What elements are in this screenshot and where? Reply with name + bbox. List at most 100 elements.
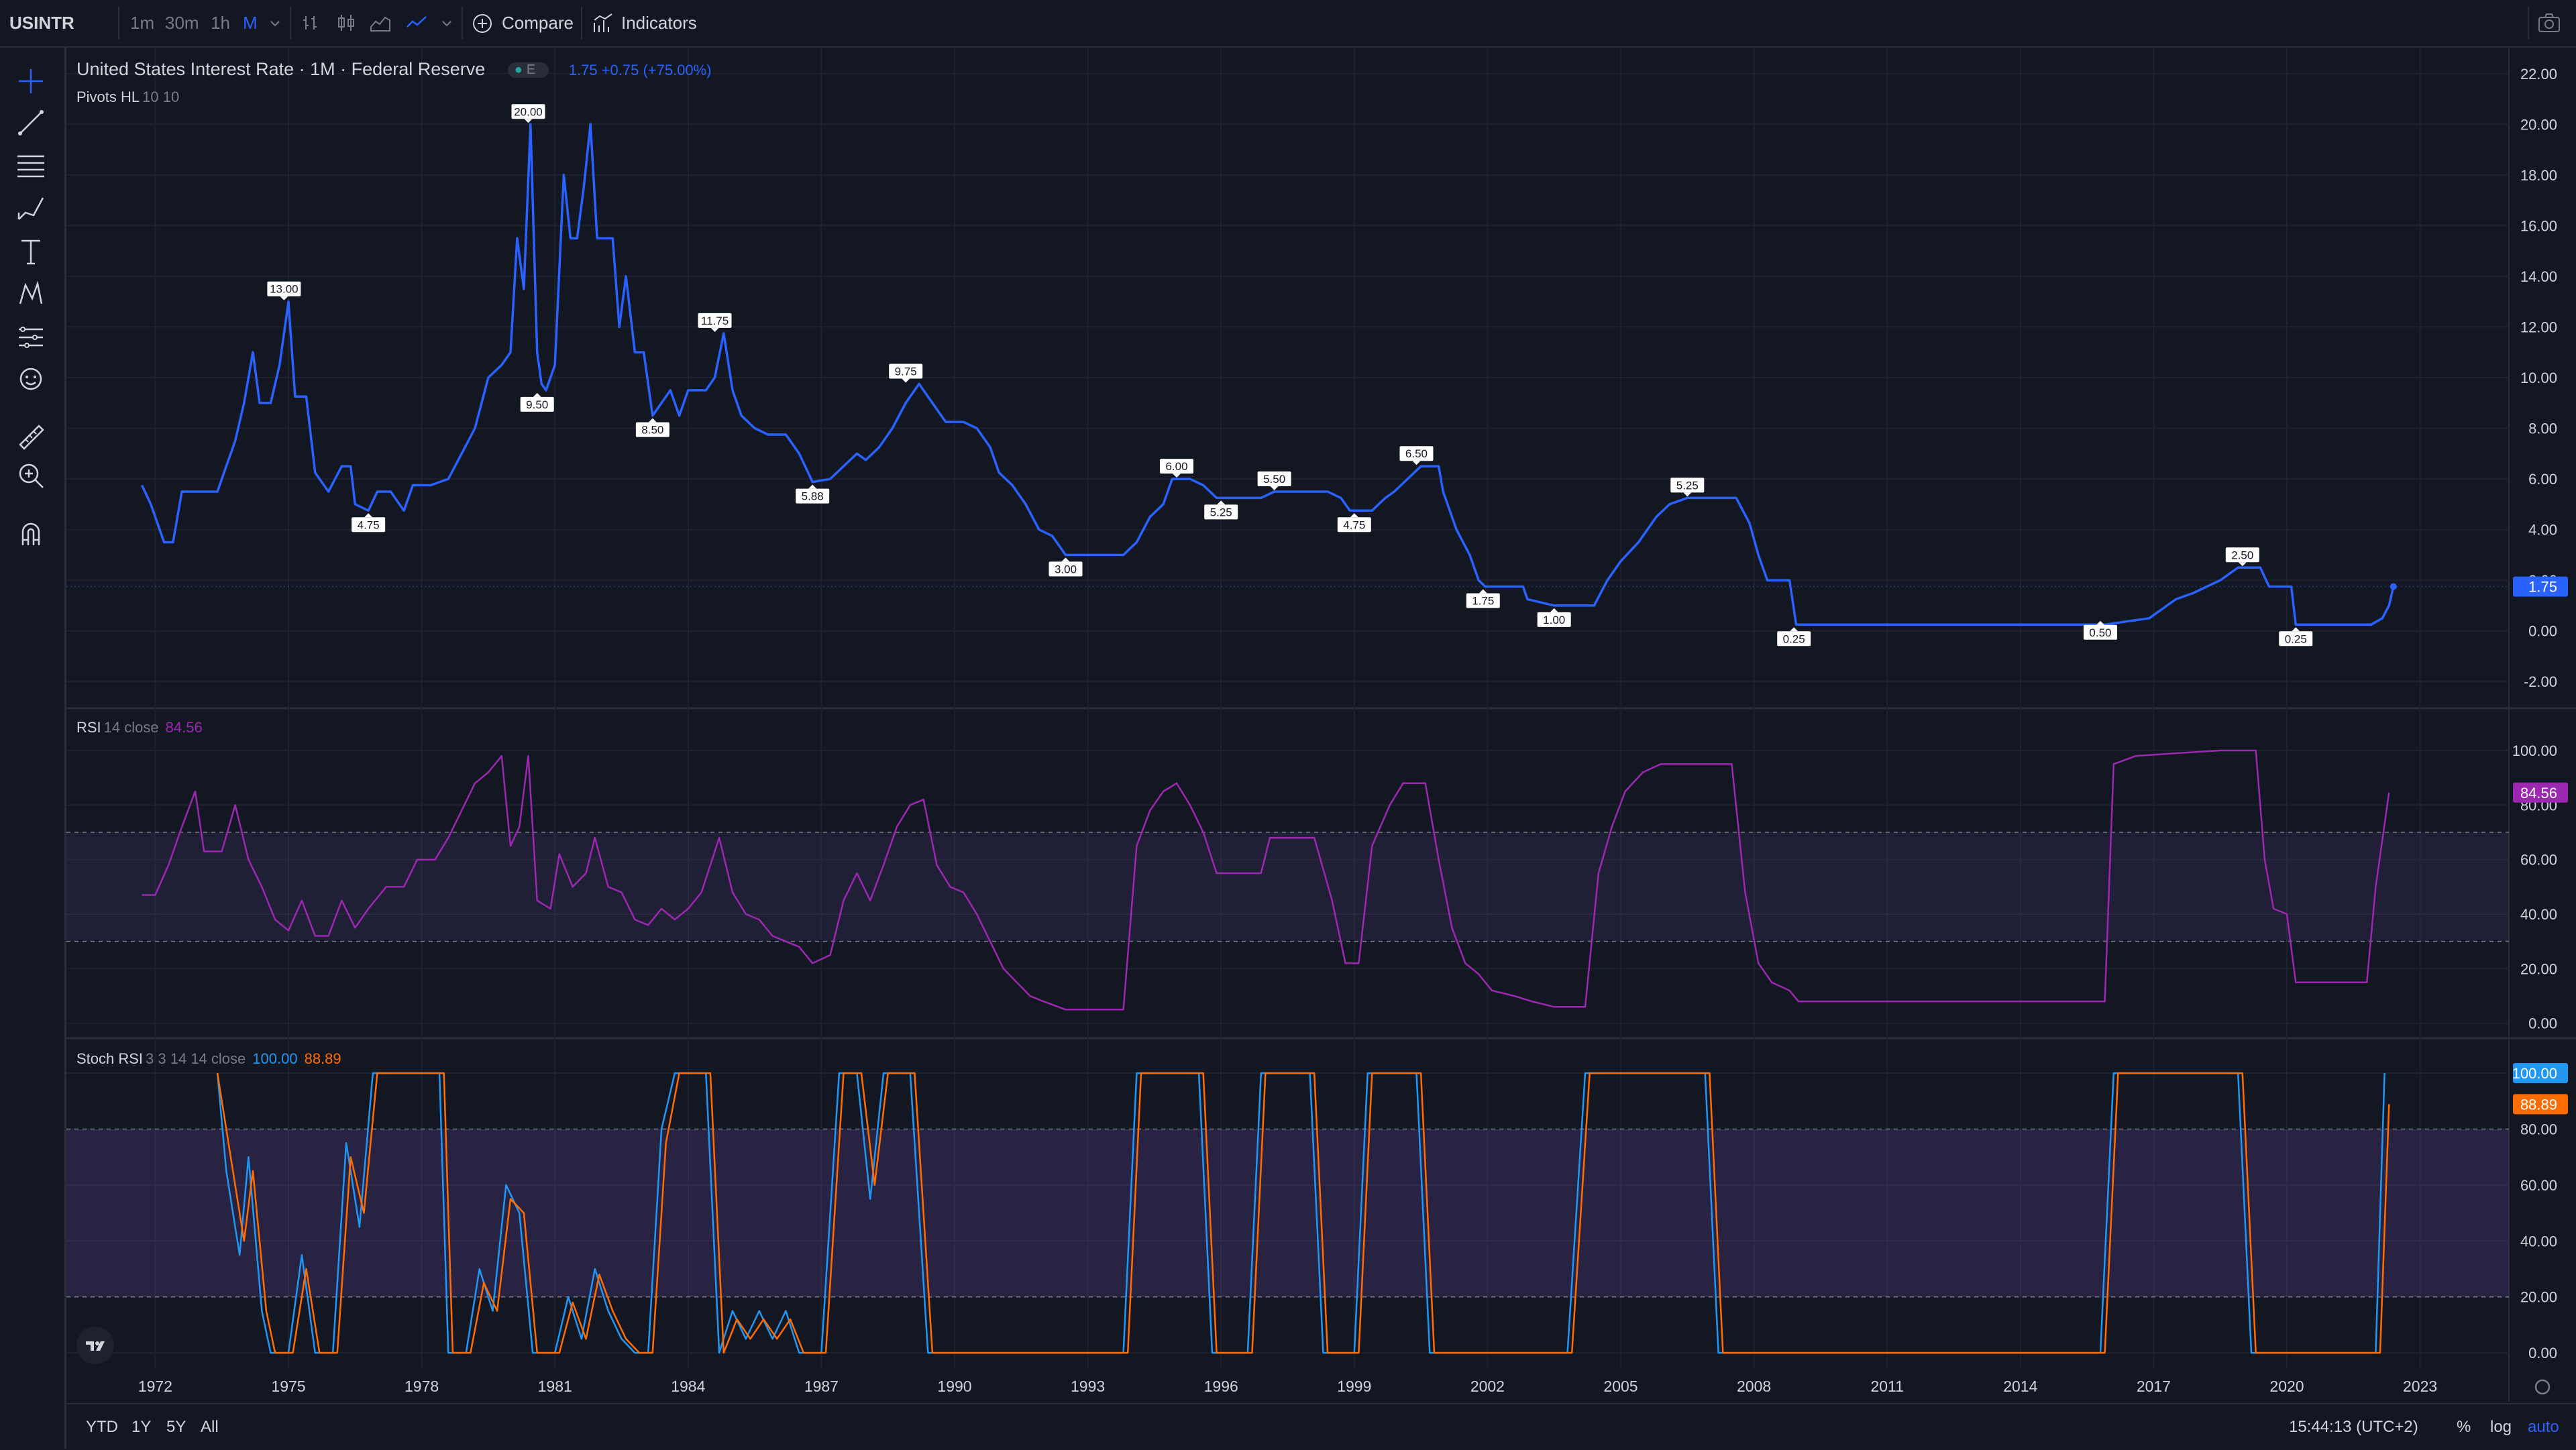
camera-icon[interactable] [2537, 11, 2561, 34]
y-tick-label: 20.00 [2520, 116, 2557, 133]
tradingview-logo[interactable] [76, 1327, 114, 1364]
pivot-low-label [520, 396, 554, 412]
pattern-icon[interactable] [15, 278, 47, 311]
pivot-high-label [1160, 459, 1193, 474]
stoch-legend[interactable]: Stoch RSI 3 3 14 14 close 100.00 88.89 [76, 1050, 348, 1068]
zoom-in-icon[interactable] [15, 459, 47, 492]
trend-line-icon[interactable] [15, 107, 47, 139]
pivot-low-pointer [1350, 513, 1358, 518]
x-tick-label: 2014 [2003, 1378, 2037, 1395]
pivots-legend[interactable]: Pivots HL 10 10 [76, 89, 186, 106]
x-tick-label: 1984 [671, 1378, 705, 1395]
ruler-icon[interactable] [15, 421, 47, 453]
text-tool-icon[interactable] [15, 235, 47, 268]
pivot-low-label [1337, 517, 1371, 533]
x-tick-label: 2017 [2137, 1378, 2171, 1395]
symbol-search[interactable]: USINTR [9, 13, 74, 33]
pivot-low-label [1537, 612, 1571, 627]
bottom-toolbar: YTD 1Y 5Y All 15:44:13 (UTC+2) % log aut… [66, 1403, 2576, 1450]
status-badge: ● E [507, 62, 549, 78]
range-ytd[interactable]: YTD [86, 1418, 118, 1436]
pivot-low-pointer [1479, 589, 1487, 594]
stoch-d-line [216, 1072, 2390, 1354]
pivot-high-value: 6.00 [1165, 460, 1187, 473]
candles-icon[interactable] [335, 12, 357, 34]
indicators-icon[interactable] [592, 12, 614, 35]
interval-1m[interactable]: 1m [130, 13, 155, 33]
fib-retracement-icon[interactable] [15, 150, 47, 182]
last-price-tag [2513, 576, 2568, 597]
settings-gear-icon[interactable] [2534, 1379, 2551, 1395]
pivot-high-value: 2.50 [2231, 549, 2253, 561]
bar-chart-icon[interactable] [301, 12, 322, 34]
pivot-low-value: 5.25 [1210, 506, 1232, 518]
indicators-button[interactable]: Indicators [621, 13, 697, 33]
overbought-oversold-band [66, 1129, 2509, 1297]
compare-button[interactable]: Compare [502, 13, 574, 33]
interval-month[interactable]: M [243, 13, 258, 33]
pivot-low-pointer [2096, 620, 2104, 625]
y-tick-label: 0.00 [2528, 1015, 2557, 1032]
pivot-high-label [267, 281, 301, 296]
range-all[interactable]: All [201, 1418, 219, 1436]
line-chart-icon[interactable] [405, 12, 428, 34]
y-tick-label: 18.00 [2520, 167, 2557, 184]
timezone-clock[interactable]: 15:44:13 (UTC+2) [2289, 1418, 2418, 1436]
pivot-high-pointer [710, 327, 719, 332]
area-chart-icon[interactable] [369, 12, 392, 34]
log-scale-toggle[interactable]: log [2490, 1418, 2512, 1436]
plus-circle-icon[interactable] [471, 12, 494, 35]
pivot-high-value: 11.75 [701, 315, 729, 327]
pivot-low-value: 9.50 [526, 398, 548, 411]
pivot-low-pointer [2292, 627, 2300, 632]
pivot-high-value: 13.00 [270, 283, 299, 296]
top-toolbar: USINTR 1m 30m 1h M Compare Indicators [0, 0, 2576, 48]
y-tick-label: 60.00 [2520, 852, 2557, 869]
brush-icon[interactable] [15, 192, 47, 225]
pivot-low-value: 0.25 [2285, 632, 2307, 645]
pivot-high-value: 9.75 [895, 365, 917, 378]
pivot-low-value: 1.75 [1472, 595, 1494, 608]
indicator-value-d: 88.89 [304, 1050, 341, 1067]
prediction-icon[interactable] [15, 321, 47, 353]
y-tick-label: -2.00 [2524, 673, 2557, 690]
pivot-low-pointer [533, 392, 541, 397]
rsi-legend[interactable]: RSI 14 close 84.56 [76, 719, 209, 736]
y-tick-label: 4.00 [2528, 522, 2557, 539]
range-1y[interactable]: 1Y [131, 1418, 152, 1436]
x-tick-label: 1999 [1337, 1378, 1371, 1395]
x-tick-label: 1978 [405, 1378, 439, 1395]
pivot-high-label [511, 104, 545, 119]
x-tick-label: 1975 [271, 1378, 305, 1395]
y-tick-label: 10.00 [2520, 370, 2557, 386]
emoji-icon[interactable] [15, 363, 47, 395]
pivot-low-value: 8.50 [641, 424, 663, 437]
rsi-last-tag-value: 84.56 [2520, 785, 2557, 801]
chevron-down-icon[interactable] [440, 17, 453, 30]
pivot-high-pointer [1270, 486, 1279, 490]
percent-scale-toggle[interactable]: % [2457, 1418, 2471, 1436]
y-tick-label: 14.00 [2520, 268, 2557, 285]
toolbar-divider [290, 7, 291, 40]
rsi-last-tag [2513, 782, 2568, 803]
series-value: 1.75 +0.75 (+75.00%) [568, 62, 712, 78]
pivot-high-pointer [1412, 461, 1421, 465]
crosshair-icon[interactable] [15, 65, 47, 97]
x-tick-label: 1990 [937, 1378, 971, 1395]
magnet-icon[interactable] [15, 518, 47, 551]
pivot-low-label [2279, 631, 2313, 647]
x-tick-label: 2023 [2403, 1378, 2437, 1395]
pivot-low-label [1204, 504, 1238, 520]
rsi-series-line [142, 749, 2390, 1011]
chevron-down-icon[interactable] [268, 17, 282, 30]
interval-30m[interactable]: 30m [165, 13, 199, 33]
pivot-low-label [635, 422, 669, 437]
pivot-low-pointer [808, 484, 817, 489]
range-5y[interactable]: 5Y [166, 1418, 186, 1436]
auto-scale-toggle[interactable]: auto [2528, 1418, 2559, 1436]
indicator-params: 3 3 14 14 close [146, 1050, 246, 1067]
pivot-low-pointer [1061, 557, 1070, 562]
interval-1h[interactable]: 1h [211, 13, 230, 33]
overbought-oversold-band [66, 832, 2509, 942]
